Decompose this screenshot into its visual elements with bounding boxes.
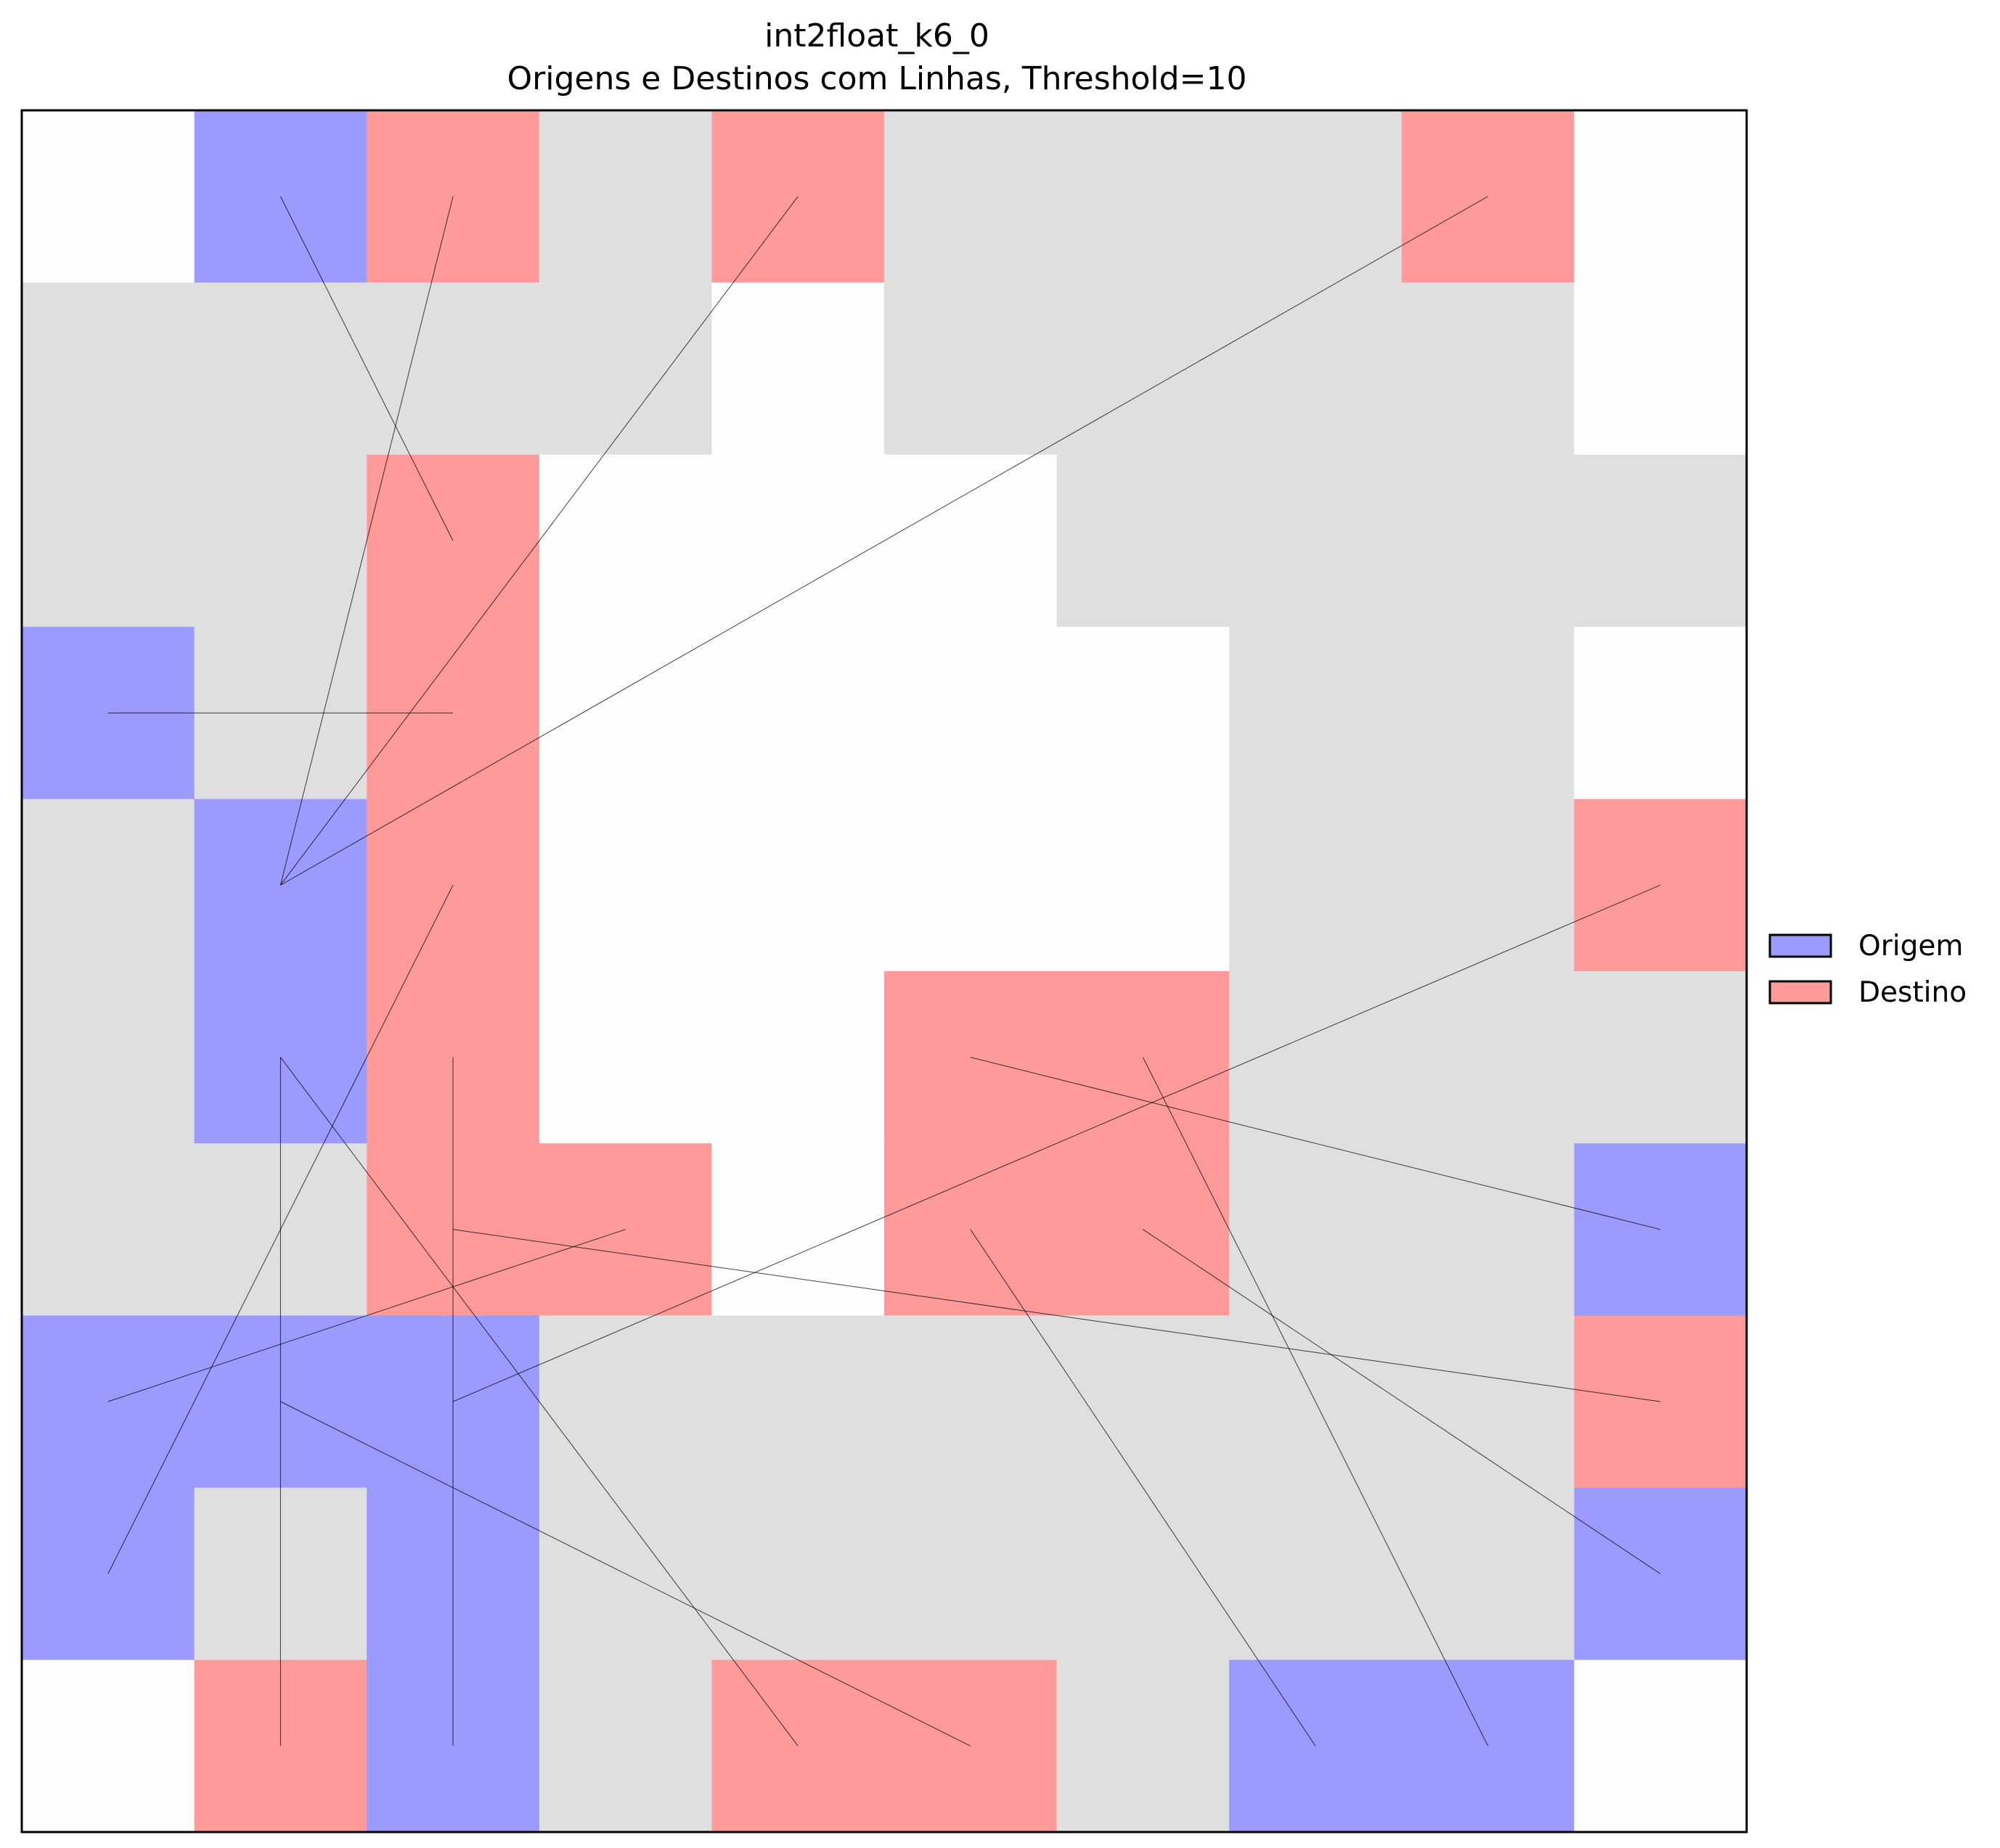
heatmap-cell-path [539,110,712,283]
heatmap-cell-path [1402,627,1575,800]
heatmap-cell-empty [1574,627,1747,800]
heatmap-cell-path [539,1660,712,1833]
heatmap-cell-destino [1574,1315,1747,1488]
heatmap-cell-path [1229,110,1402,283]
heatmap-cell-destino [1402,110,1575,283]
heatmap-cell-origem [22,1488,195,1661]
heatmap-cell-path [367,282,539,455]
heatmap-cell-path [884,282,1057,455]
heatmap-cell-path [22,799,195,972]
heatmap-cell-path [22,1143,195,1316]
chart-title: int2float_k6_0 [764,17,989,54]
heatmap-cell-path [1402,1488,1575,1661]
heatmap-cell-empty [884,454,1057,627]
heatmap-cell-origem [1402,1660,1575,1833]
heatmap-cell-path [195,454,367,627]
heatmap-cell-empty [539,454,712,627]
legend-label-destino: Destino [1858,976,1967,1009]
heatmap-cell-path [1229,971,1402,1144]
heatmap-cell-empty [711,282,884,455]
heatmap-cell-path [1229,1488,1402,1661]
heatmap-cell-path [1229,799,1402,972]
heatmap-cell-empty [539,627,712,800]
heatmap-cell-path [195,282,367,455]
heatmap-cell-empty [711,799,884,972]
heatmap-cell-path [1229,454,1402,627]
heatmap-cell-empty [22,110,195,283]
heatmap-cell-origem [1574,1488,1747,1661]
heatmap-cell-path [539,1315,712,1488]
heatmap-cell-destino [367,454,539,627]
heatmap-cell-empty [711,454,884,627]
heatmap-cell-path [1402,454,1575,627]
heatmap-cell-origem [1229,1660,1402,1833]
heatmap-cell-destino [711,1660,884,1833]
heatmap-cell-empty [711,1143,884,1316]
heatmap-cell-empty [1574,282,1747,455]
heatmap-cell-empty [884,627,1057,800]
heatmap-cell-path [884,1315,1057,1488]
heatmap-cell-empty [711,971,884,1144]
heatmap-cell-path [711,1315,884,1488]
heatmap-cell-empty [711,627,884,800]
heatmap-cell-empty [1057,799,1230,972]
heatmap-cell-path [1402,799,1575,972]
legend-label-origem: Origem [1858,930,1963,962]
heatmap-cell-path [1402,282,1575,455]
heatmap-cell-path [1057,454,1230,627]
heatmap-cell-path [1229,282,1402,455]
heatmap-cell-destino [539,1143,712,1316]
heatmap-cell-empty [1574,1660,1747,1833]
legend-swatch-destino [1770,981,1831,1003]
heatmap-cell-path [1057,1315,1230,1488]
heatmap-cell-destino [1574,799,1747,972]
heatmap-cell-path [22,282,195,455]
heatmap-cell-empty [1057,627,1230,800]
heatmap-cell-path [1574,454,1747,627]
heatmap-cell-empty [539,799,712,972]
heatmap-cell-path [22,454,195,627]
legend: Origem Destino [1770,930,1967,1009]
heatmap-cell-path [1574,971,1747,1144]
heatmap-cell-path [539,282,712,455]
heatmap-cell-path [1402,971,1575,1144]
heatmap-cell-path [884,1488,1057,1661]
heatmap-cell-destino [884,1660,1057,1833]
heatmap-cell-path [1402,1315,1575,1488]
heatmap-cell-origem [1574,1143,1747,1316]
heatmap-cell-path [22,971,195,1144]
heatmap-cell-path [711,1488,884,1661]
heatmap-cell-path [1229,1143,1402,1316]
chart-subtitle: Origens e Destinos com Linhas, Threshold… [507,60,1247,97]
legend-swatch-origem [1770,935,1831,957]
heatmap-cell-empty [539,971,712,1144]
heatmap-cell-empty [22,1660,195,1833]
heatmap-cell-path [1057,1660,1230,1833]
heatmap-cell-path [1057,282,1230,455]
heatmap-cell-path [1402,1143,1575,1316]
heatmap-cell-path [1057,110,1230,283]
heatmap-cell-path [884,110,1057,283]
heatmap-cell-path [1229,627,1402,800]
heatmap-cell-path [1057,1488,1230,1661]
heatmap-cell-empty [1574,110,1747,283]
heatmap-cell-empty [884,799,1057,972]
